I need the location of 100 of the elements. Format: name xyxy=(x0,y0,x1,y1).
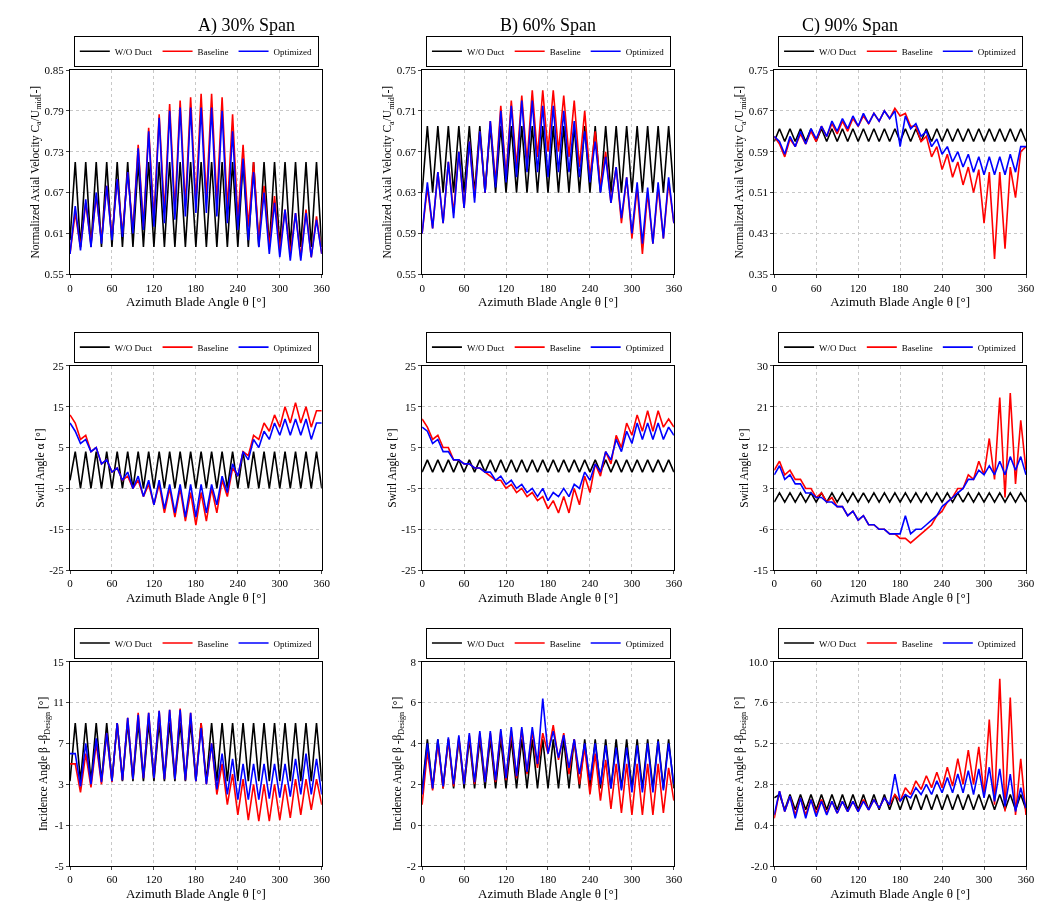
y-tick-label: 2 xyxy=(410,778,416,791)
y-tick-label: 5 xyxy=(58,441,65,454)
x-tick-label: 0 xyxy=(771,577,778,590)
x-tick-label: 60 xyxy=(810,577,823,590)
x-tick-label: 0 xyxy=(67,577,74,590)
x-tick-label: 120 xyxy=(145,577,163,590)
x-axis-title: Azimuth Blade Angle θ [°] xyxy=(830,294,971,310)
x-tick-label: 300 xyxy=(271,281,289,294)
x-tick-label: 120 xyxy=(497,873,515,886)
legend-label: Optimized xyxy=(977,46,1017,57)
legend-label: Baseline xyxy=(197,342,229,353)
x-tick-label: 0 xyxy=(419,281,426,294)
y-tick-label: 0.51 xyxy=(748,186,769,199)
x-tick-label: 360 xyxy=(665,577,683,590)
legend-label: W/O Duct xyxy=(114,46,153,57)
x-axis-title: Azimuth Blade Angle θ [°] xyxy=(125,885,266,901)
legend-label: W/O Duct xyxy=(114,638,153,649)
legend-label: W/O Duct xyxy=(466,46,505,57)
x-tick-label: 120 xyxy=(145,873,163,886)
x-axis-title: Azimuth Blade Angle θ [°] xyxy=(125,294,266,310)
x-tick-label: 60 xyxy=(810,873,823,886)
x-axis-title: Azimuth Blade Angle θ [°] xyxy=(830,885,971,901)
x-tick-label: 300 xyxy=(271,577,289,590)
x-tick-label: 360 xyxy=(313,873,331,886)
y-tick-label: 0.73 xyxy=(44,145,65,158)
chart-title: B) 60% Span xyxy=(500,15,596,36)
x-tick-label: 120 xyxy=(145,281,163,294)
y-tick-label: 0.61 xyxy=(44,227,64,240)
y-tick-label: 0.79 xyxy=(44,104,65,117)
legend-label: Baseline xyxy=(197,46,229,57)
legend-label: W/O Duct xyxy=(819,342,857,353)
y-tick-label: 3 xyxy=(762,482,769,495)
x-tick-label: 120 xyxy=(497,281,515,294)
x-axis-title: Azimuth Blade Angle θ [°] xyxy=(478,589,618,605)
y-tick-label: -2 xyxy=(406,859,416,872)
x-tick-label: 60 xyxy=(106,281,118,294)
legend-label: Baseline xyxy=(901,638,933,649)
x-tick-label: 360 xyxy=(313,281,331,294)
y-tick-label: 0 xyxy=(410,818,417,831)
y-tick-label: 10.0 xyxy=(748,655,769,668)
x-tick-label: 300 xyxy=(975,873,993,886)
x-tick-label: 180 xyxy=(539,873,557,886)
x-tick-label: 300 xyxy=(623,281,641,294)
y-axis-title: Swirl Angle α [°] xyxy=(33,428,47,508)
legend-label: Optimized xyxy=(625,638,665,649)
x-tick-label: 120 xyxy=(849,577,867,590)
x-tick-label: 60 xyxy=(458,577,471,590)
x-tick-label: 60 xyxy=(458,281,471,294)
y-tick-label: 12 xyxy=(757,441,769,454)
x-tick-label: 300 xyxy=(271,873,289,886)
y-tick-label: 0.35 xyxy=(748,268,769,281)
y-tick-label: 11 xyxy=(53,696,64,709)
legend-label: Optimized xyxy=(273,342,313,353)
x-tick-label: 360 xyxy=(1017,577,1035,590)
x-tick-label: 240 xyxy=(229,281,247,294)
x-tick-label: 180 xyxy=(891,577,909,590)
y-tick-label: 0.75 xyxy=(396,63,417,76)
x-tick-label: 360 xyxy=(665,873,683,886)
x-tick-label: 300 xyxy=(623,577,641,590)
x-tick-label: 0 xyxy=(419,577,426,590)
x-tick-label: 120 xyxy=(849,873,867,886)
x-tick-label: 360 xyxy=(1017,873,1035,886)
y-tick-label: -25 xyxy=(401,564,417,577)
x-tick-label: 120 xyxy=(849,281,867,294)
legend-label: Optimized xyxy=(977,638,1017,649)
y-tick-label: 30 xyxy=(757,359,769,372)
x-tick-label: 180 xyxy=(891,873,909,886)
chart-title: A) 30% Span xyxy=(198,15,295,36)
y-tick-label: 0.59 xyxy=(396,227,417,240)
x-tick-label: 300 xyxy=(623,873,641,886)
x-tick-label: 180 xyxy=(539,281,557,294)
y-axis-title: Swirl Angle α [°] xyxy=(385,428,399,508)
y-tick-label: 7.6 xyxy=(754,696,769,709)
y-tick-label: -2.0 xyxy=(750,859,769,872)
legend-label: Optimized xyxy=(273,638,313,649)
y-tick-label: 0.59 xyxy=(748,145,769,158)
x-tick-label: 240 xyxy=(933,281,951,294)
y-tick-label: 25 xyxy=(52,359,65,372)
x-tick-label: 0 xyxy=(419,873,426,886)
x-tick-label: 180 xyxy=(891,281,909,294)
y-axis-title: Swirl Angle α [°] xyxy=(737,428,751,508)
x-tick-label: 180 xyxy=(539,577,557,590)
legend-label: Optimized xyxy=(273,46,313,57)
x-tick-label: 300 xyxy=(975,281,993,294)
x-tick-label: 240 xyxy=(229,873,247,886)
legend-label: Optimized xyxy=(977,342,1017,353)
y-tick-label: -25 xyxy=(49,564,65,577)
legend-label: Baseline xyxy=(549,342,581,353)
y-tick-label: 0.67 xyxy=(396,145,417,158)
legend-label: Baseline xyxy=(197,638,229,649)
legend-label: Baseline xyxy=(549,46,581,57)
y-tick-label: -15 xyxy=(401,523,417,536)
x-tick-label: 300 xyxy=(975,577,993,590)
x-axis-title: Azimuth Blade Angle θ [°] xyxy=(125,589,266,605)
x-tick-label: 240 xyxy=(581,281,599,294)
y-tick-label: 21 xyxy=(757,400,769,413)
y-tick-label: 15 xyxy=(404,400,417,413)
y-tick-label: -15 xyxy=(49,523,65,536)
x-tick-label: 0 xyxy=(771,281,778,294)
y-tick-label: 15 xyxy=(52,655,65,668)
